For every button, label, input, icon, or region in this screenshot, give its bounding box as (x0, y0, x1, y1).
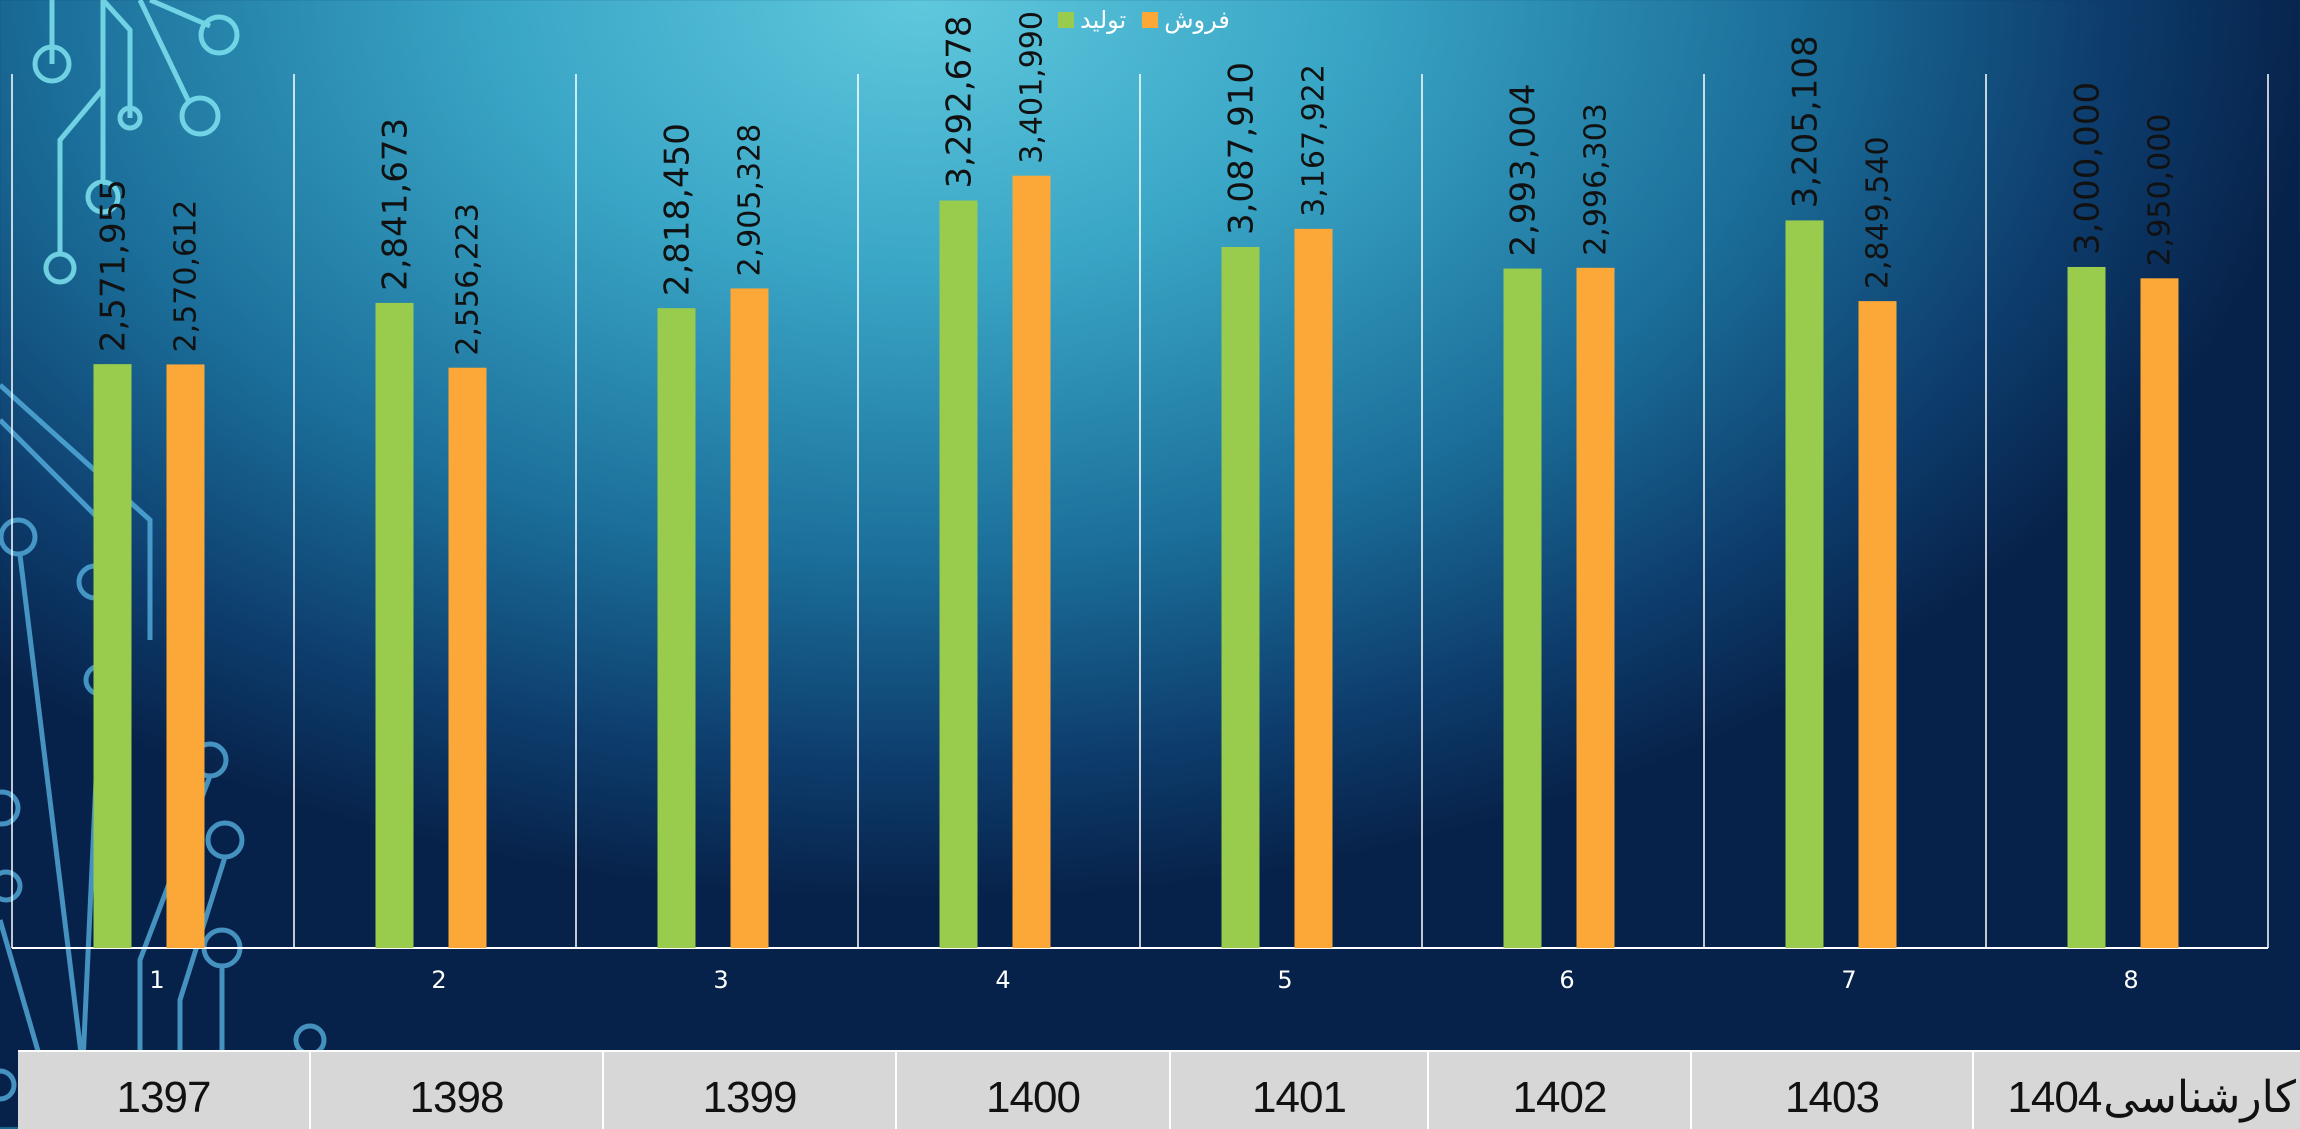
year-cell-1398: 1398 (311, 1052, 604, 1129)
bar-production (1503, 268, 1542, 949)
year-label: 1402 (1512, 1072, 1608, 1122)
x-tick-label: 5 (1277, 966, 1292, 994)
year-table: 1397 1398 1399 1400 1401 1402 1403 1404 … (18, 1050, 2300, 1129)
bar-sales (166, 364, 205, 948)
bar-production (1221, 247, 1260, 948)
data-label: 2,818,450 (658, 123, 698, 296)
bar-production (2067, 266, 2106, 948)
bar-production (1785, 220, 1824, 948)
bar-sales (1012, 175, 1051, 948)
year-label: 1398 (409, 1072, 505, 1122)
bar-production (657, 308, 696, 948)
x-tick-label: 2 (431, 966, 446, 994)
legend-item-sales: فروش (1142, 6, 1230, 34)
x-tick-label: 7 (1841, 966, 1856, 994)
data-label: 2,556,223 (451, 203, 486, 356)
data-label: 2,950,000 (2143, 114, 2178, 267)
data-label: 3,292,678 (940, 15, 980, 188)
year-cell-1399: 1399 (604, 1052, 897, 1129)
x-tick-label: 1 (149, 966, 164, 994)
year-cell-1401: 1401 (1171, 1052, 1429, 1129)
bar-production (939, 200, 978, 948)
data-label: 2,993,004 (1504, 84, 1544, 257)
year-cell-1404: 1404 کارشناسی (1974, 1052, 2300, 1129)
year-label: 1397 (116, 1072, 212, 1122)
year-suffix: کارشناسی (2103, 1073, 2297, 1122)
bar-sales (1294, 228, 1333, 948)
bar-sales (730, 288, 769, 948)
year-label: 1403 (1785, 1072, 1880, 1122)
bar-production (93, 364, 132, 948)
bar-sales (2140, 278, 2179, 949)
bar-production (375, 302, 414, 948)
bar-sales (1576, 267, 1615, 948)
x-tick-label: 6 (1559, 966, 1574, 994)
year-cell-1403: 1403 (1692, 1052, 1974, 1129)
data-label: 2,849,540 (1861, 136, 1896, 289)
data-label: 3,167,922 (1297, 64, 1332, 217)
year-cell-1400: 1400 (897, 1052, 1171, 1129)
data-label: 3,205,108 (1786, 35, 1826, 208)
year-cell-1402: 1402 (1429, 1052, 1692, 1129)
legend-swatch-sales (1142, 12, 1159, 28)
year-label: 1400 (986, 1072, 1081, 1122)
chart-legend: تولید فروش (1058, 6, 1230, 34)
data-label: 3,000,000 (2068, 82, 2108, 255)
data-label: 2,905,328 (733, 124, 768, 277)
bar-sales (448, 367, 487, 948)
year-label: 1404 (2007, 1072, 2102, 1122)
bar-sales (1858, 301, 1897, 948)
data-label: 3,401,990 (1015, 11, 1050, 164)
data-label: 2,841,673 (376, 118, 416, 291)
x-tick-label: 4 (995, 966, 1010, 994)
legend-item-production: تولید (1058, 6, 1126, 34)
legend-swatch-production (1058, 12, 1074, 28)
x-tick-label: 8 (2123, 966, 2138, 994)
data-label: 3,087,910 (1222, 62, 1262, 235)
legend-label-production: تولید (1080, 6, 1127, 34)
data-label: 2,571,955 (94, 179, 134, 352)
x-tick-label: 3 (713, 966, 728, 994)
year-label-last: 1404 کارشناسی (2007, 1072, 2297, 1123)
data-label: 2,570,612 (169, 200, 204, 353)
year-label: 1399 (702, 1072, 798, 1122)
year-cell-1397: 1397 (18, 1052, 311, 1129)
legend-label-sales: فروش (1164, 6, 1230, 34)
year-label: 1401 (1252, 1072, 1347, 1122)
data-label: 2,996,303 (1579, 103, 1614, 256)
